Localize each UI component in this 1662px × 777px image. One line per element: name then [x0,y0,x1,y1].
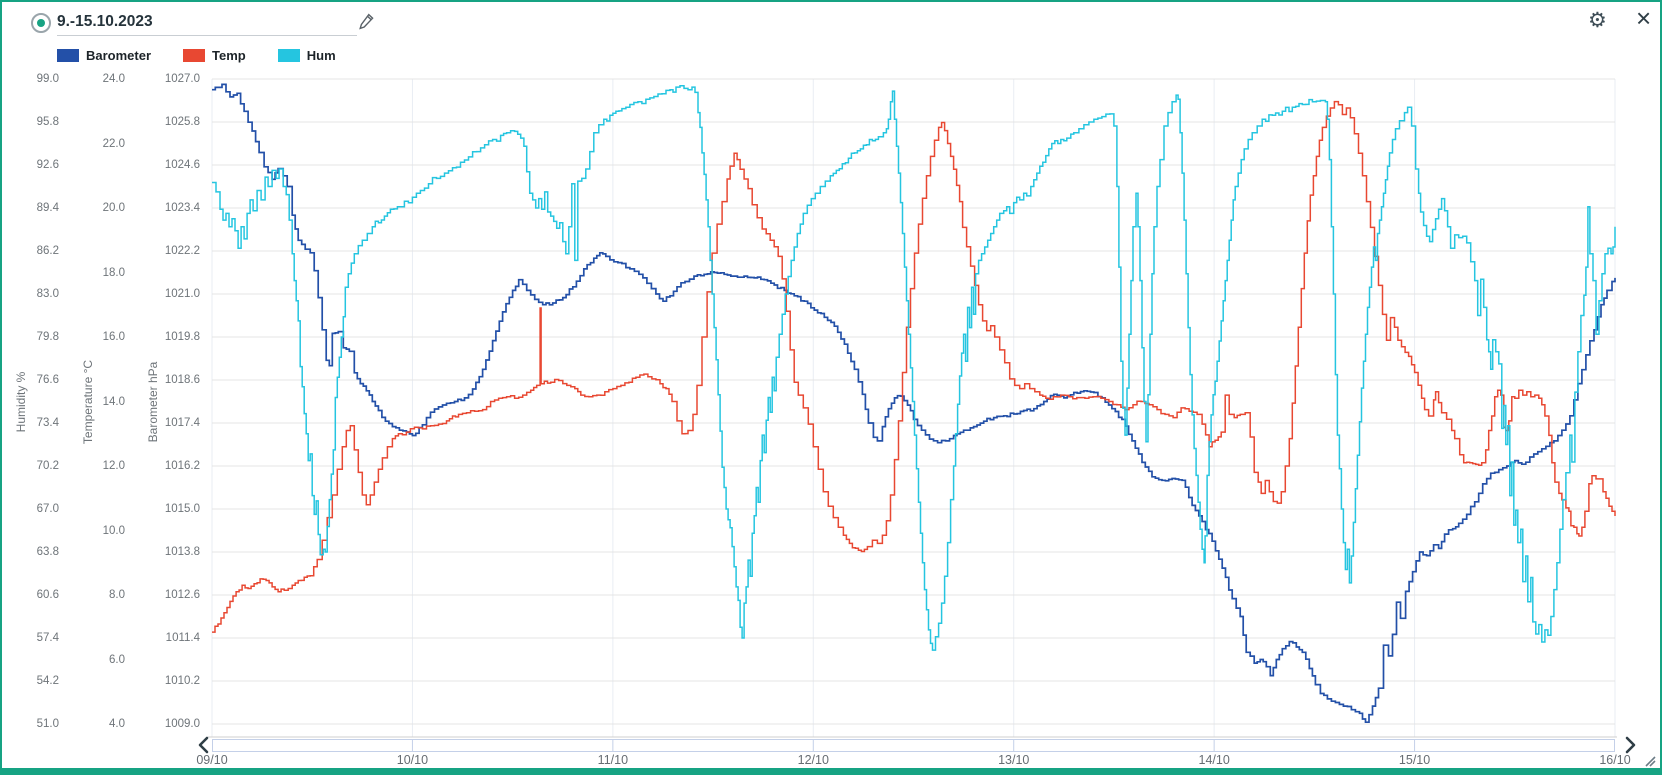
scroll-right-button[interactable] [1622,736,1638,757]
y-tick-1: 4.0 [109,718,125,730]
y-tick-2: 1025.8 [164,116,200,128]
close-icon: × [1636,3,1652,33]
y-tick-0: 73.4 [36,417,59,429]
y-tick-1: 8.0 [109,589,125,601]
chart-legend: Barometer Temp Hum [57,47,368,63]
y-tick-2: 1013.8 [164,546,200,558]
y-tick-1: 20.0 [102,202,125,214]
scroll-left-button[interactable] [196,736,212,757]
y-tick-0: 86.2 [36,245,59,257]
legend-item-temp[interactable]: Temp [183,48,246,63]
legend-swatch-icon [57,48,79,62]
y-tick-2: 1012.6 [164,589,200,601]
legend-label: Barometer [86,47,152,63]
y-tick-2: 1016.2 [164,460,200,472]
record-radio-dot-icon [37,19,45,27]
window-bottom-border [2,768,1660,773]
date-range-input[interactable] [57,9,357,36]
y-tick-0: 63.8 [36,546,59,558]
y-tick-0: 60.6 [36,589,59,601]
y-tick-1: 6.0 [109,653,125,666]
settings-button[interactable]: ⚙ [1588,10,1607,31]
x-tick-label: 10/10 [396,753,429,767]
y-tick-0: 79.8 [36,331,59,343]
header-bar: ⚙ × [2,2,1660,44]
y-tick-1: 24.0 [102,73,125,85]
y-tick-2: 1018.6 [164,374,200,386]
y-tick-2: 1021.0 [164,288,200,300]
record-radio-icon[interactable] [31,13,51,33]
legend-swatch-icon [183,48,206,62]
x-tick-label: 11/10 [597,753,629,767]
y-tick-0: 92.6 [36,159,59,171]
y-tick-2: 1024.6 [164,159,200,171]
chevron-right-icon [1625,736,1636,754]
series-line-barometer [212,83,1616,724]
y-tick-1: 12.0 [102,460,125,472]
close-button[interactable]: × [1636,5,1651,31]
x-tick-label: 12/10 [797,753,829,767]
legend-swatch-icon [277,48,300,62]
x-tick-label: 09/10 [196,753,228,767]
x-tick-label: 14/10 [1198,753,1230,767]
y-tick-2: 1017.4 [164,417,200,429]
y-tick-0: 54.2 [36,675,59,687]
y-tick-0: 83.0 [36,288,59,300]
resize-handle[interactable] [1644,754,1656,767]
y-tick-2: 1019.8 [164,331,200,343]
x-tick-label: 13/10 [998,753,1030,767]
y-tick-0: 51.0 [36,718,59,730]
series-line-hum [212,84,1616,651]
y-tick-1: 10.0 [102,524,125,537]
y-tick-2: 1011.4 [165,632,200,644]
edit-pencil-button[interactable] [358,12,376,34]
chevron-left-icon [198,736,209,754]
y-tick-0: 99.0 [36,73,59,85]
y-tick-1: 14.0 [102,395,125,408]
gear-icon: ⚙ [1588,9,1607,32]
y-tick-1: 16.0 [102,331,125,343]
x-tick-label: 15/10 [1398,753,1431,767]
legend-item-hum[interactable]: Hum [277,47,336,63]
y-tick-2: 1027.0 [164,73,200,85]
y-tick-2: 1009.0 [164,718,200,730]
y-tick-2: 1022.2 [164,245,200,257]
y-tick-0: 67.0 [36,503,59,515]
y-tick-2: 1023.4 [164,202,200,214]
y-tick-0: 57.4 [36,632,59,644]
series-line-temp [212,100,1616,633]
legend-item-barometer[interactable]: Barometer [57,48,151,63]
legend-label: Temp [212,47,246,63]
legend-label: Hum [306,47,336,63]
y-tick-0: 95.8 [36,116,59,128]
pencil-icon [359,13,374,30]
y-tick-0: 76.6 [36,374,59,386]
y-tick-2: 1010.2 [164,675,200,687]
y-tick-2: 1015.0 [164,503,200,515]
y-tick-0: 89.4 [36,202,59,214]
y-tick-0: 70.2 [36,460,59,472]
timeline-scrollbar[interactable] [212,739,1615,752]
y-tick-1: 22.0 [102,137,125,150]
y-tick-1: 18.0 [102,266,125,279]
x-tick-label: 16/10 [1599,753,1631,767]
resize-grip-icon [1645,756,1656,767]
